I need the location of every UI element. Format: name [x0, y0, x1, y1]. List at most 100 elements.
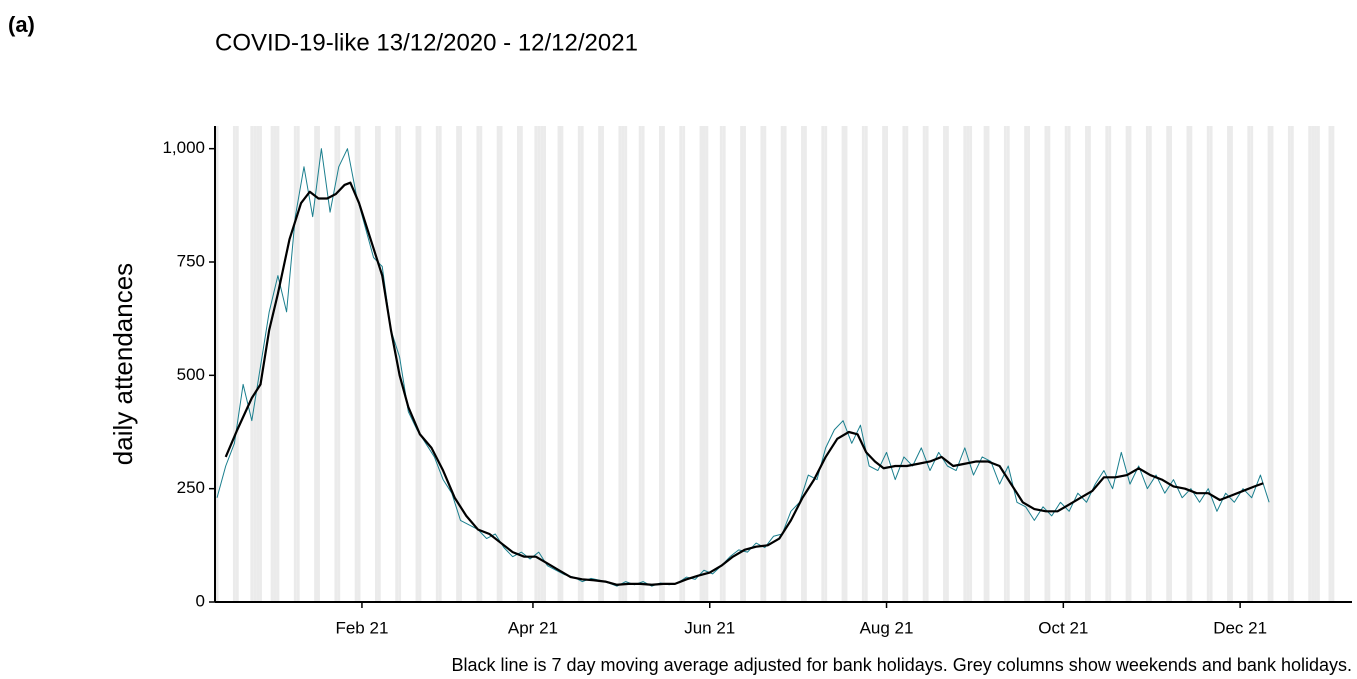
shaded-day [517, 126, 520, 602]
shaded-day [743, 126, 746, 602]
shaded-day [861, 126, 865, 602]
shaded-day [317, 126, 320, 602]
shaded-day [624, 126, 628, 602]
x-tick-label: Oct 21 [1038, 618, 1088, 637]
shaded-day [314, 126, 318, 602]
y-tick-label: 0 [196, 591, 205, 610]
shaded-day [601, 126, 604, 602]
shaded-day [1250, 126, 1254, 602]
shaded-day [1105, 126, 1109, 602]
shaded-day [682, 126, 686, 602]
shaded-day [1267, 126, 1271, 602]
shaded-day [1003, 126, 1007, 602]
shaded-day [374, 126, 378, 602]
shaded-day [1027, 126, 1030, 602]
shaded-day [824, 126, 828, 602]
shaded-day [235, 126, 239, 602]
shaded-day [296, 126, 300, 602]
shaded-day [1311, 126, 1315, 602]
shaded-day [902, 126, 906, 602]
shaded-day [925, 126, 929, 602]
y-tick-label: 250 [177, 478, 205, 497]
shaded-day [1290, 126, 1294, 602]
shaded-day [438, 126, 442, 602]
shaded-day [966, 126, 970, 602]
shaded-day [476, 126, 480, 602]
shaded-day [1145, 126, 1149, 602]
shaded-day [1331, 126, 1335, 602]
shaded-day [1186, 126, 1190, 602]
shaded-day [415, 126, 419, 602]
shaded-day [661, 126, 665, 602]
shaded-day [253, 126, 257, 602]
shaded-day [885, 126, 888, 602]
shaded-day [1044, 126, 1048, 602]
shaded-day [1064, 126, 1068, 602]
shaded-day [1067, 126, 1071, 602]
shaded-day [270, 126, 274, 602]
shaded-day [557, 126, 561, 602]
shaded-day [398, 126, 402, 602]
shaded-day [456, 126, 460, 602]
shaded-day [540, 126, 544, 602]
shaded-day [543, 126, 546, 602]
shaded-day [821, 126, 825, 602]
shaded-day [293, 126, 297, 602]
shaded-day [922, 126, 926, 602]
shaded-day [354, 126, 358, 602]
shaded-day [1087, 126, 1091, 602]
y-tick-label: 500 [177, 365, 205, 384]
shaded-day [273, 126, 277, 602]
x-tick-label: Apr 21 [508, 618, 558, 637]
series-line [224, 181, 1264, 586]
shaded-day [882, 126, 886, 602]
shaded-day [760, 126, 764, 602]
shaded-day [702, 126, 706, 602]
shaded-day [577, 126, 581, 602]
shaded-day [618, 126, 622, 602]
shaded-day [1085, 126, 1088, 602]
shaded-day [435, 126, 439, 602]
shaded-day [1108, 126, 1112, 602]
shaded-day [1247, 126, 1251, 602]
shaded-day [638, 126, 642, 602]
shaded-day [1209, 126, 1213, 602]
shaded-day [1189, 126, 1193, 602]
shaded-day [1047, 126, 1051, 602]
shaded-day [621, 126, 625, 602]
shaded-day [479, 126, 483, 602]
shaded-day [1024, 126, 1028, 602]
shaded-day [659, 126, 662, 602]
shaded-day [534, 126, 538, 602]
shaded-day [864, 126, 868, 602]
shaded-day [1229, 126, 1233, 602]
shaded-day [1006, 126, 1010, 602]
shaded-day [803, 126, 807, 602]
shaded-day [1169, 126, 1173, 602]
shaded-day [783, 126, 787, 602]
shaded-day [499, 126, 503, 602]
shaded-day [1287, 126, 1291, 602]
shaded-day [1148, 126, 1152, 602]
panel-label: (a) [8, 12, 35, 37]
x-tick-label: Feb 21 [335, 618, 388, 637]
shade-layer [215, 126, 1335, 602]
shaded-day [943, 126, 946, 602]
shaded-day [780, 126, 784, 602]
shaded-day [496, 126, 500, 602]
shaded-day [719, 126, 723, 602]
shaded-day [740, 126, 744, 602]
x-tick-label: Dec 21 [1213, 618, 1267, 637]
shaded-day [357, 126, 361, 602]
shaded-day [844, 126, 848, 602]
shaded-day [215, 126, 219, 602]
shaded-day [377, 126, 381, 602]
shaded-day [418, 126, 422, 602]
shaded-day [1328, 126, 1332, 602]
shaded-day [641, 126, 645, 602]
shaded-day [232, 126, 236, 602]
y-axis-label: daily attendances [108, 263, 138, 465]
shaded-day [841, 126, 845, 602]
y-tick-label: 1,000 [162, 138, 205, 157]
